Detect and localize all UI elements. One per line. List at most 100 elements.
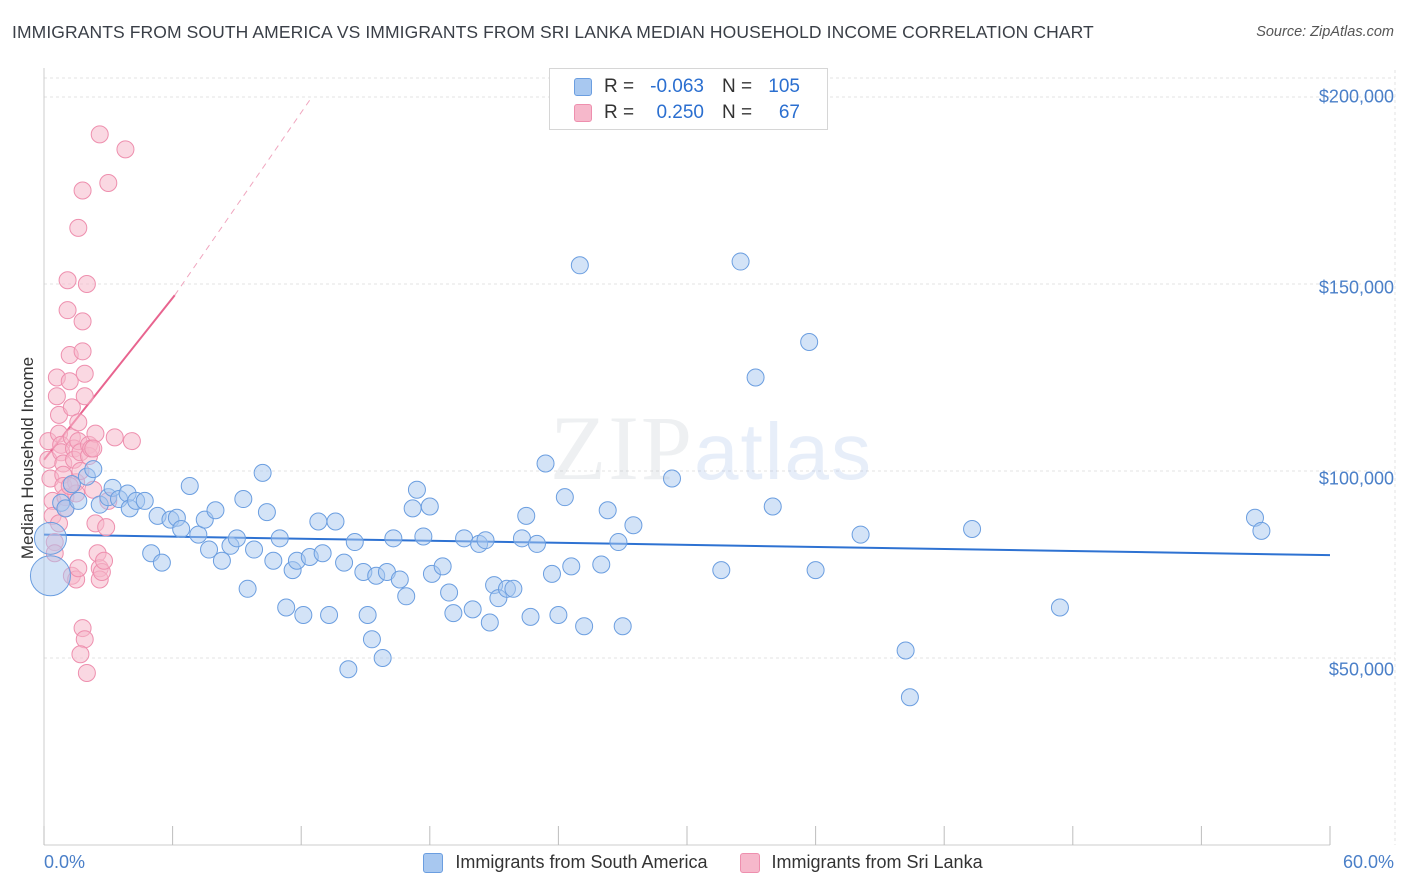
south-america-point bbox=[536, 454, 555, 473]
south-america-point bbox=[245, 540, 264, 559]
south-america-point bbox=[180, 476, 199, 495]
r-label: R = bbox=[604, 102, 635, 123]
south-america-point bbox=[517, 506, 536, 525]
south-america-point bbox=[592, 555, 611, 574]
south-america-point bbox=[414, 527, 433, 546]
south-america-point bbox=[555, 488, 574, 507]
south-america-point bbox=[335, 553, 354, 572]
south-america-point bbox=[358, 605, 377, 624]
south-america-point bbox=[29, 555, 71, 597]
south-america-point bbox=[200, 540, 219, 559]
south-america-point bbox=[69, 491, 88, 510]
watermark-atlas: atlas bbox=[694, 407, 873, 496]
sri-lanka-point bbox=[75, 364, 94, 383]
south-america-point bbox=[189, 525, 208, 544]
south-america-point bbox=[362, 630, 381, 649]
source-label: Source: ZipAtlas.com bbox=[1256, 24, 1394, 40]
south-america-point bbox=[227, 529, 246, 548]
south-america-point bbox=[440, 583, 459, 602]
south-america-point bbox=[234, 490, 253, 509]
south-america-point bbox=[549, 605, 568, 624]
south-america-point bbox=[320, 605, 339, 624]
watermark-zip: ZIP bbox=[550, 397, 694, 499]
sri-lanka-trend-extension bbox=[174, 96, 313, 296]
south-america-point bbox=[172, 519, 191, 538]
y-axis-label: Median Household Income bbox=[18, 356, 37, 560]
south-america-point bbox=[763, 497, 782, 516]
south-america-point bbox=[62, 475, 81, 494]
south-america-point bbox=[746, 368, 765, 387]
south-america-point bbox=[433, 557, 452, 576]
blue-swatch bbox=[423, 852, 444, 873]
y-tick-label: $150,000 bbox=[1318, 277, 1394, 298]
south-america-point bbox=[1050, 598, 1069, 617]
south-america-point bbox=[480, 613, 499, 632]
legend-row-south-america: R = -0.063 N = 105 bbox=[574, 76, 800, 98]
south-america-point bbox=[476, 531, 495, 550]
south-america-point bbox=[206, 501, 225, 520]
south-america-point bbox=[896, 641, 915, 660]
legend-item-sri-lanka: Immigrants from Sri Lanka bbox=[739, 852, 983, 873]
south-america-point bbox=[463, 600, 482, 619]
south-america-point bbox=[900, 688, 919, 707]
pink-swatch bbox=[739, 852, 760, 873]
south-america-point bbox=[731, 252, 750, 271]
south-america-point bbox=[270, 529, 289, 548]
legend-row-sri-lanka: R = 0.250 N = 67 bbox=[574, 102, 800, 124]
sri-lanka-point bbox=[97, 518, 116, 537]
south-america-point bbox=[384, 529, 403, 548]
south-america-point bbox=[407, 480, 426, 499]
sri-lanka-point bbox=[69, 413, 88, 432]
sri-lanka-point bbox=[90, 125, 109, 144]
x-axis-max-label: 60.0% bbox=[1342, 852, 1394, 872]
watermark: ZIPatlas bbox=[550, 395, 873, 501]
south-america-point bbox=[570, 256, 589, 275]
south-america-point bbox=[345, 533, 364, 552]
sri-lanka-point bbox=[86, 424, 105, 443]
south-america-points bbox=[29, 252, 1271, 707]
south-america-point bbox=[397, 587, 416, 606]
south-america-point bbox=[309, 512, 328, 531]
south-america-point bbox=[1252, 521, 1271, 540]
south-america-trend-line bbox=[43, 533, 1331, 557]
south-america-point bbox=[264, 551, 283, 570]
sri-lanka-point bbox=[62, 398, 81, 417]
south-america-point bbox=[455, 529, 474, 548]
sri-lanka-point bbox=[71, 645, 90, 664]
sri-lanka-point bbox=[116, 140, 135, 159]
south-america-point bbox=[339, 660, 358, 679]
sri-lanka-point bbox=[75, 630, 94, 649]
south-america-point bbox=[562, 557, 581, 576]
sri-lanka-points bbox=[39, 125, 141, 682]
x-axis-min-label: 0.0% bbox=[44, 852, 86, 872]
sri-lanka-point bbox=[69, 218, 88, 237]
south-america-point bbox=[326, 512, 345, 531]
south-america-point bbox=[963, 519, 982, 538]
south-america-point bbox=[527, 534, 546, 553]
south-america-point bbox=[521, 607, 540, 626]
sri-lanka-point bbox=[47, 387, 66, 406]
sri-lanka-point bbox=[60, 372, 79, 391]
sri-lanka-point bbox=[75, 387, 94, 406]
south-america-point bbox=[444, 604, 463, 623]
sri-lanka-point bbox=[69, 559, 88, 578]
sri-lanka-point bbox=[73, 181, 92, 200]
south-america-point bbox=[712, 561, 731, 580]
legend-label: Immigrants from South America bbox=[455, 852, 708, 872]
y-tick-label: $50,000 bbox=[1328, 659, 1394, 680]
south-america-point bbox=[598, 501, 617, 520]
south-america-point bbox=[212, 551, 231, 570]
south-america-point bbox=[238, 579, 257, 598]
pink-swatch bbox=[574, 104, 592, 122]
south-america-point bbox=[420, 497, 439, 516]
south-america-point bbox=[390, 570, 409, 589]
legend-item-south-america: Immigrants from South America bbox=[423, 852, 708, 873]
sri-lanka-point bbox=[73, 312, 92, 331]
sri-lanka-point bbox=[105, 428, 124, 447]
south-america-point bbox=[575, 617, 594, 636]
south-america-point bbox=[313, 544, 332, 563]
south-america-point bbox=[851, 525, 870, 544]
south-america-point bbox=[800, 332, 819, 351]
n-value: 67 bbox=[778, 102, 800, 123]
